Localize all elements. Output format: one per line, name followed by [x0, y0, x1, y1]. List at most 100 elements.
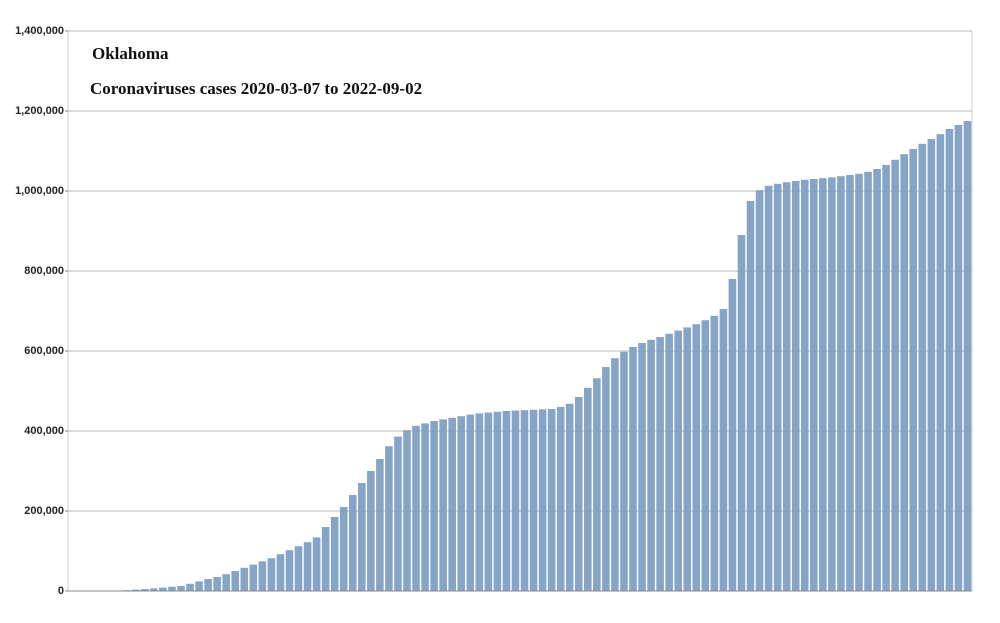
y-tick-label: 600,000 — [24, 345, 64, 357]
bar — [258, 561, 267, 591]
bar — [746, 201, 755, 591]
bar — [222, 574, 230, 591]
bar — [665, 333, 673, 591]
bar — [159, 587, 167, 591]
bar — [511, 410, 520, 591]
bar — [638, 343, 646, 591]
bar — [683, 327, 692, 591]
y-tick-label: 0 — [58, 585, 64, 597]
bar — [556, 407, 565, 591]
bar — [267, 558, 276, 591]
bar — [954, 125, 963, 591]
y-tick-label: 1,000,000 — [15, 185, 64, 197]
bar — [177, 586, 185, 591]
bar — [846, 175, 854, 591]
bar — [900, 154, 908, 591]
bar — [855, 173, 863, 592]
bar — [819, 178, 827, 591]
bar — [764, 185, 773, 592]
bar — [593, 378, 601, 591]
bar — [620, 351, 628, 591]
bar — [782, 182, 791, 591]
bar — [629, 347, 637, 591]
bar — [493, 411, 502, 591]
bar — [873, 169, 881, 591]
y-tick-label: 400,000 — [24, 425, 64, 437]
bar — [611, 358, 619, 591]
bar — [412, 425, 420, 591]
bar — [945, 129, 954, 591]
bar — [565, 403, 574, 591]
bar — [367, 471, 375, 591]
bar — [475, 413, 484, 591]
bar — [963, 121, 972, 591]
y-tick-label: 800,000 — [24, 265, 64, 277]
bar — [204, 579, 212, 591]
bar — [376, 459, 384, 591]
bar — [213, 577, 221, 591]
bar — [358, 483, 366, 591]
bar — [529, 409, 538, 591]
bar — [891, 159, 899, 592]
bar — [810, 179, 818, 591]
bar — [701, 320, 710, 591]
bar — [150, 588, 158, 591]
bar — [755, 190, 764, 591]
bar — [538, 409, 547, 591]
bar — [231, 571, 240, 591]
bar — [574, 397, 583, 591]
plot-area — [67, 30, 973, 592]
bar — [773, 183, 782, 592]
bar — [737, 235, 746, 591]
bar — [339, 507, 348, 591]
bar — [421, 423, 429, 591]
bar — [791, 181, 800, 591]
bar — [430, 421, 438, 591]
bar — [584, 387, 592, 591]
bar — [303, 542, 312, 591]
bar — [132, 589, 140, 591]
bar — [882, 165, 890, 591]
bar — [909, 149, 918, 591]
bar — [385, 446, 393, 591]
y-tick-label: 1,200,000 — [15, 105, 64, 117]
bar — [195, 581, 203, 591]
bar — [828, 177, 836, 591]
bar — [927, 139, 936, 591]
bar — [800, 179, 809, 592]
bar — [728, 279, 737, 591]
bar — [294, 546, 303, 591]
bar — [547, 409, 556, 591]
bar — [141, 589, 149, 591]
bar — [439, 419, 447, 591]
bar — [710, 315, 719, 591]
bar — [457, 416, 466, 591]
bar — [321, 527, 330, 591]
y-tick-label: 1,400,000 — [15, 25, 64, 37]
bar — [936, 134, 945, 591]
bar — [837, 176, 845, 591]
bar — [348, 495, 357, 591]
bar — [918, 143, 927, 592]
bar — [520, 410, 529, 591]
bar — [276, 554, 285, 591]
bar — [312, 537, 321, 591]
bar — [484, 412, 493, 591]
bar — [285, 550, 294, 591]
bar — [466, 414, 475, 591]
chart-title: Oklahoma — [92, 44, 169, 63]
chart-subtitle: Coronaviruses cases 2020-03-07 to 2022-0… — [90, 79, 422, 98]
bar — [448, 417, 456, 591]
y-tick-label: 200,000 — [24, 505, 64, 517]
bar — [168, 586, 176, 591]
bar — [249, 564, 258, 591]
bar — [719, 309, 728, 591]
bar — [692, 324, 701, 591]
bar — [330, 517, 339, 591]
bar — [186, 583, 194, 591]
bar — [502, 411, 511, 591]
bar — [674, 330, 682, 591]
bar — [240, 567, 249, 591]
bar — [656, 337, 664, 591]
